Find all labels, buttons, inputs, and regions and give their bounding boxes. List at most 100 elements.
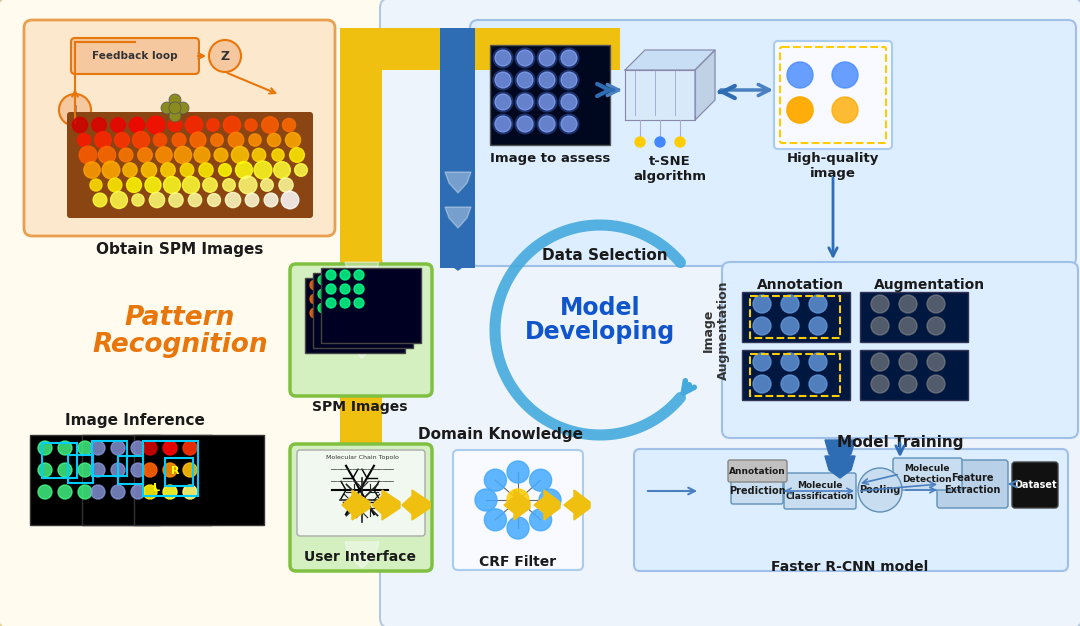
Circle shape bbox=[561, 116, 577, 132]
Circle shape bbox=[168, 110, 181, 122]
Circle shape bbox=[183, 177, 200, 193]
Circle shape bbox=[161, 102, 173, 114]
Circle shape bbox=[183, 441, 197, 455]
Circle shape bbox=[927, 353, 945, 371]
Circle shape bbox=[870, 375, 889, 393]
Text: Image to assess: Image to assess bbox=[490, 152, 610, 165]
Circle shape bbox=[927, 295, 945, 313]
Circle shape bbox=[78, 463, 92, 477]
Circle shape bbox=[517, 50, 534, 66]
Circle shape bbox=[143, 441, 157, 455]
FancyBboxPatch shape bbox=[71, 38, 199, 74]
Circle shape bbox=[324, 280, 334, 290]
Polygon shape bbox=[825, 456, 855, 478]
Circle shape bbox=[310, 294, 320, 304]
Circle shape bbox=[507, 461, 529, 483]
Polygon shape bbox=[445, 172, 471, 193]
Text: Feature
Extraction: Feature Extraction bbox=[944, 473, 1000, 495]
Circle shape bbox=[235, 162, 253, 178]
Text: Z: Z bbox=[220, 49, 230, 63]
Bar bbox=[440, 28, 475, 268]
Polygon shape bbox=[345, 297, 379, 323]
Circle shape bbox=[495, 116, 511, 132]
Circle shape bbox=[90, 179, 102, 191]
Text: Model Training: Model Training bbox=[837, 435, 963, 450]
Bar bbox=[92, 441, 127, 476]
Text: ─────────────────: ───────────────── bbox=[330, 480, 394, 485]
Circle shape bbox=[326, 298, 336, 308]
Circle shape bbox=[153, 133, 166, 146]
Circle shape bbox=[675, 137, 685, 147]
Circle shape bbox=[326, 284, 336, 294]
Circle shape bbox=[131, 441, 145, 455]
Circle shape bbox=[130, 117, 145, 133]
Bar bbox=[860, 350, 968, 400]
Circle shape bbox=[492, 48, 513, 68]
Text: ─────────────────: ───────────────── bbox=[330, 468, 394, 473]
FancyBboxPatch shape bbox=[291, 444, 432, 571]
Circle shape bbox=[507, 489, 529, 511]
Circle shape bbox=[654, 137, 665, 147]
Circle shape bbox=[222, 178, 235, 192]
Circle shape bbox=[484, 509, 507, 531]
Circle shape bbox=[132, 194, 144, 206]
Circle shape bbox=[92, 118, 106, 132]
FancyBboxPatch shape bbox=[0, 0, 388, 626]
Circle shape bbox=[332, 289, 342, 299]
Circle shape bbox=[332, 303, 342, 313]
Bar bbox=[340, 28, 382, 448]
Bar bbox=[742, 350, 850, 400]
Circle shape bbox=[79, 146, 97, 164]
Circle shape bbox=[753, 375, 771, 393]
FancyBboxPatch shape bbox=[784, 473, 856, 509]
Polygon shape bbox=[696, 50, 715, 120]
Circle shape bbox=[781, 375, 799, 393]
Circle shape bbox=[517, 72, 534, 88]
Circle shape bbox=[210, 40, 241, 72]
Circle shape bbox=[239, 176, 257, 194]
Circle shape bbox=[492, 114, 513, 134]
Circle shape bbox=[753, 353, 771, 371]
Circle shape bbox=[318, 275, 328, 285]
Circle shape bbox=[492, 70, 513, 90]
Circle shape bbox=[346, 289, 356, 299]
Bar bbox=[33, 438, 157, 522]
Circle shape bbox=[78, 485, 92, 499]
Circle shape bbox=[354, 270, 364, 280]
Circle shape bbox=[295, 163, 308, 177]
Circle shape bbox=[272, 149, 284, 161]
Text: Faster R-CNN model: Faster R-CNN model bbox=[771, 560, 929, 574]
Circle shape bbox=[515, 114, 535, 134]
Circle shape bbox=[260, 179, 273, 192]
Circle shape bbox=[111, 485, 125, 499]
Circle shape bbox=[131, 463, 145, 477]
Circle shape bbox=[103, 161, 120, 179]
Circle shape bbox=[161, 163, 175, 177]
Circle shape bbox=[561, 50, 577, 66]
Text: Developing: Developing bbox=[525, 320, 675, 344]
Circle shape bbox=[753, 295, 771, 313]
Circle shape bbox=[254, 161, 272, 179]
Text: Domain Knowledge: Domain Knowledge bbox=[418, 428, 582, 443]
FancyBboxPatch shape bbox=[134, 435, 264, 525]
Circle shape bbox=[38, 463, 52, 477]
Circle shape bbox=[559, 48, 579, 68]
Circle shape bbox=[111, 463, 125, 477]
Bar bbox=[85, 438, 210, 522]
Text: Feedback loop: Feedback loop bbox=[92, 51, 178, 61]
FancyBboxPatch shape bbox=[291, 264, 432, 396]
Circle shape bbox=[126, 178, 141, 192]
Circle shape bbox=[281, 191, 299, 209]
Polygon shape bbox=[345, 472, 379, 498]
Circle shape bbox=[84, 162, 100, 178]
Circle shape bbox=[211, 134, 224, 146]
Circle shape bbox=[507, 517, 529, 539]
Circle shape bbox=[273, 162, 291, 178]
Bar bbox=[742, 292, 850, 342]
Circle shape bbox=[346, 275, 356, 285]
Circle shape bbox=[143, 463, 157, 477]
Polygon shape bbox=[345, 507, 379, 533]
Polygon shape bbox=[442, 205, 474, 230]
FancyBboxPatch shape bbox=[82, 435, 212, 525]
Text: Augmentation: Augmentation bbox=[875, 278, 986, 292]
